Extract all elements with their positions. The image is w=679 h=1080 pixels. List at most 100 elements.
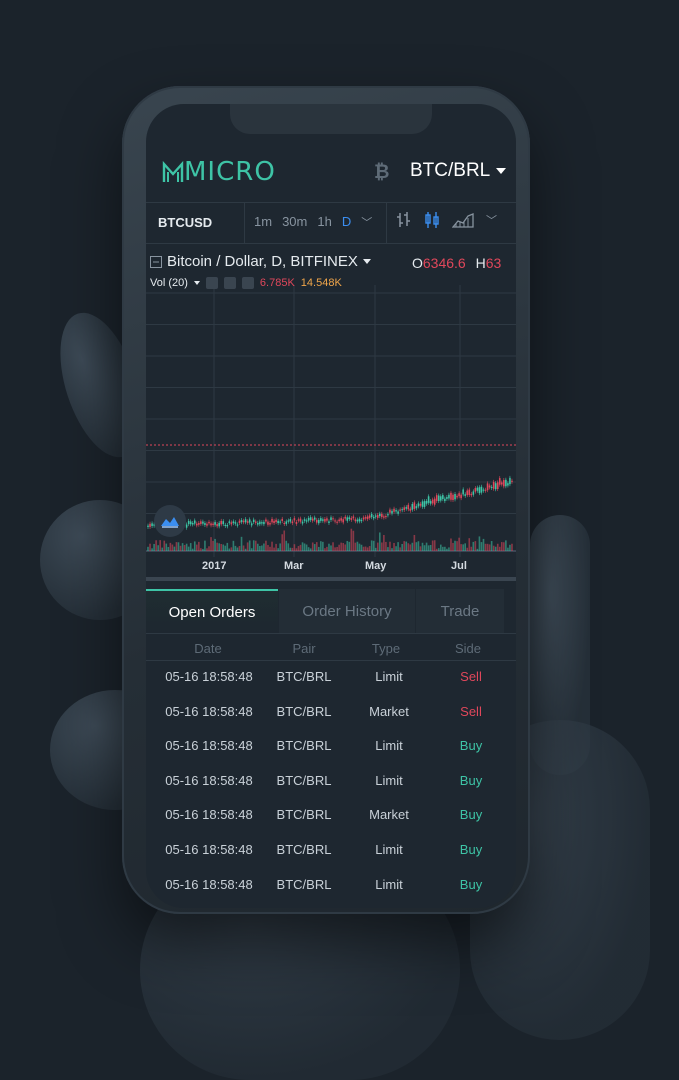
candle-body — [196, 523, 198, 526]
table-row[interactable]: 05-16 18:58:48 BTC/BRL Limit Buy — [146, 834, 516, 869]
tab-order-history[interactable]: Order History — [279, 589, 415, 633]
volume-bar — [250, 548, 253, 551]
candle-body — [222, 521, 225, 525]
volume-bar — [273, 547, 275, 551]
candle-body — [248, 519, 251, 523]
volume-bar — [289, 547, 292, 551]
candle-body — [444, 498, 446, 502]
volume-bar — [498, 546, 501, 551]
volume-bar — [482, 538, 485, 551]
volume-bar — [435, 548, 438, 551]
candle-body — [307, 517, 310, 521]
volume-bar — [167, 546, 170, 551]
cloud-icon[interactable] — [154, 505, 186, 537]
candle-body — [383, 516, 385, 518]
volume-bar — [358, 543, 361, 551]
table-row[interactable]: 05-16 18:58:48 BTC/BRL Limit Sell — [146, 661, 516, 696]
candle-body — [480, 486, 483, 493]
volume-bar — [462, 544, 464, 551]
volume-bar — [419, 546, 422, 551]
interval-1h[interactable]: 1h — [317, 214, 332, 229]
logo-text: MICRO — [184, 157, 276, 187]
volume-bar — [230, 547, 233, 551]
candle-body — [429, 501, 432, 504]
volume-bar — [181, 543, 184, 551]
candle-body — [322, 519, 324, 521]
volume-bar — [490, 541, 493, 551]
candle-body — [433, 498, 436, 505]
candle-body — [474, 488, 477, 492]
volume-bar — [226, 542, 229, 551]
volume-bar — [287, 543, 290, 551]
caret-down-icon[interactable] — [193, 281, 200, 285]
table-row[interactable]: 05-16 18:58:48 BTC/BRL Limit Buy — [146, 765, 516, 800]
order-pair: BTC/BRL — [276, 772, 332, 788]
eye-icon[interactable] — [205, 277, 218, 289]
volume-bar — [360, 544, 363, 551]
table-row[interactable]: 05-16 18:58:48 BTC/BRL Market Sell — [146, 696, 516, 731]
close-icon[interactable] — [241, 277, 254, 289]
gear-icon[interactable] — [223, 277, 236, 289]
candle-body — [291, 521, 294, 524]
candle-body — [391, 510, 393, 514]
tab-open-orders[interactable]: Open Orders — [146, 589, 278, 633]
collapse-icon[interactable] — [150, 255, 162, 268]
candle-body — [151, 523, 153, 527]
candle-body — [318, 519, 320, 524]
candle-body — [415, 506, 418, 509]
volume-bar — [301, 542, 304, 551]
candle-body — [313, 517, 316, 520]
open-label: O — [412, 255, 423, 271]
volume-label[interactable]: Vol (20) — [150, 277, 188, 289]
volume-bar — [456, 541, 458, 551]
candlestick-icon[interactable] — [424, 211, 440, 229]
interval-1m[interactable]: 1m — [254, 214, 273, 229]
bitcoin-icon: ₿ — [374, 161, 390, 183]
order-date: 05-16 18:58:48 — [165, 807, 253, 823]
price-chart[interactable]: Bitcoin / Dollar, D, BITFINEX O6346.6 H6… — [146, 245, 516, 581]
chevron-down-icon[interactable]: ﹀ — [486, 215, 497, 227]
volume-bar — [283, 530, 286, 551]
volume-bar — [470, 546, 473, 551]
caret-down-icon[interactable] — [362, 259, 371, 264]
volume-bar — [311, 542, 314, 551]
order-side: Buy — [459, 876, 483, 892]
volume-bar — [393, 542, 395, 551]
candle-body — [344, 516, 347, 519]
interval-d[interactable]: D — [341, 214, 352, 229]
volume-bar — [368, 546, 371, 551]
tab-trade[interactable]: Trade — [416, 589, 504, 633]
table-row[interactable]: 05-16 18:58:48 BTC/BRL Limit Buy — [146, 730, 516, 765]
column-header-type: Type — [371, 641, 401, 656]
interval-30m[interactable]: 30m — [282, 214, 308, 229]
volume-bar — [200, 548, 202, 551]
volume-bar — [303, 543, 306, 551]
order-side: Buy — [459, 738, 483, 754]
candle-body — [297, 519, 300, 521]
volume-bar — [171, 544, 174, 551]
table-row[interactable]: 05-16 18:58:48 BTC/BRL Market Buy — [146, 799, 516, 834]
pair-select[interactable]: BTC/BRL — [410, 160, 507, 182]
candle-body — [470, 493, 473, 496]
candle-body — [348, 517, 351, 520]
candle-body — [218, 522, 220, 527]
candle-body — [202, 521, 204, 524]
symbol-search[interactable]: BTCUSD — [158, 215, 213, 230]
x-tick-label: Mar — [284, 560, 304, 572]
volume-bar — [381, 542, 383, 551]
bar-chart-icon[interactable] — [396, 211, 412, 229]
chart-type-list: ﹀ — [396, 211, 497, 229]
volume-row: Vol (20) 6.785K 14.548K — [150, 277, 342, 289]
candle-body — [362, 517, 365, 520]
volume-bar — [372, 540, 375, 551]
orders-tabs: Open Orders Order History Trade — [146, 589, 516, 634]
chevron-down-icon[interactable]: ﹀ — [361, 217, 373, 229]
candle-body — [263, 521, 265, 525]
area-chart-icon[interactable] — [452, 212, 474, 228]
chart-scrollbar[interactable] — [146, 577, 516, 581]
table-row[interactable]: 05-16 18:58:48 BTC/BRL Limit Buy — [146, 869, 516, 904]
logo[interactable]: MICRO — [162, 156, 276, 188]
candle-body — [442, 495, 444, 500]
candle-body — [346, 517, 349, 521]
volume-bar — [246, 542, 249, 551]
